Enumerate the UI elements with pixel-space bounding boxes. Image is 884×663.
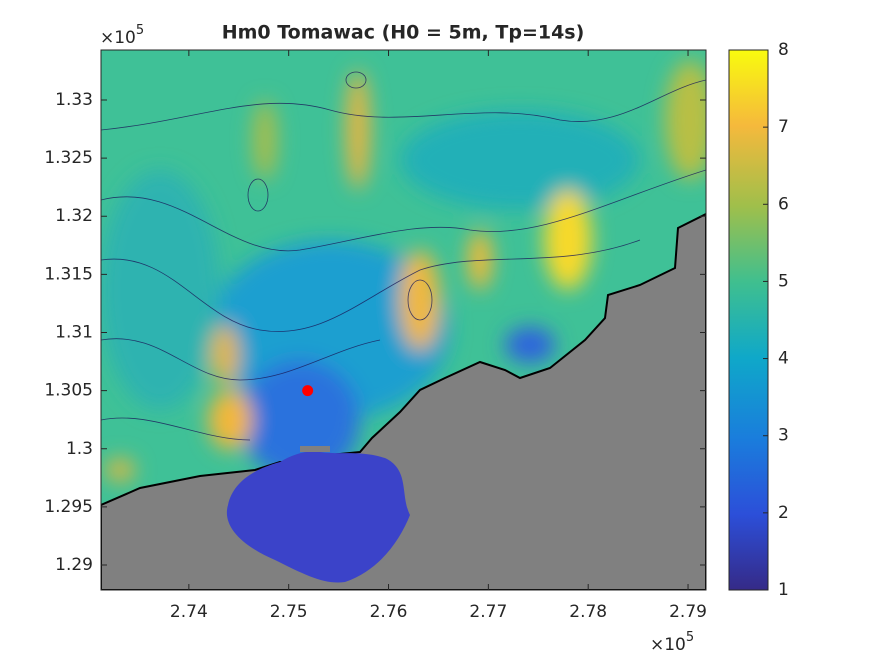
colorbar-tick-label: 6: [778, 194, 789, 214]
y-multiplier-base: ×10: [100, 28, 136, 48]
y-multiplier-exponent: 5: [136, 23, 144, 38]
x-multiplier-base: ×10: [650, 635, 686, 655]
x-multiplier: ×105: [650, 630, 694, 656]
colorbar-tick-label: 8: [778, 40, 789, 60]
field: [101, 50, 706, 590]
y-tick-label: 1.325: [44, 148, 93, 168]
y-tick-label: 1.295: [44, 497, 93, 517]
colorbar-tick-label: 1: [778, 580, 789, 600]
y-tick-label: 1.305: [44, 381, 93, 401]
x-tick-label: 2.77: [469, 602, 507, 622]
colorbar-tick-label: 3: [778, 426, 789, 446]
x-tick-label: 2.76: [370, 602, 408, 622]
colorbar: [728, 49, 769, 591]
x-tick-label: 2.75: [270, 602, 308, 622]
y-tick-label: 1.33: [55, 90, 93, 110]
y-tick-label: 1.315: [44, 264, 93, 284]
x-multiplier-exponent: 5: [686, 630, 694, 645]
y-tick-label: 1.31: [55, 322, 93, 342]
x-tick-label: 2.74: [170, 602, 208, 622]
point: [302, 385, 314, 397]
colorbar-tick-label: 2: [778, 503, 789, 523]
y-tick-label: 1.29: [55, 555, 93, 575]
y-tick-label: 1.3: [66, 439, 93, 459]
chart-title: Hm0 Tomawac (H0 = 5m, Tp=14s): [222, 22, 585, 44]
colorbar-tick-label: 4: [778, 349, 789, 369]
x-tick-label: 2.79: [669, 602, 707, 622]
colorbar-tick-label: 7: [778, 117, 789, 137]
x-tick-label: 2.78: [569, 602, 607, 622]
y-tick-label: 1.32: [55, 206, 93, 226]
axes-box: [100, 49, 707, 591]
colorbar-tick-label: 5: [778, 271, 789, 291]
y-multiplier: ×105: [100, 23, 144, 49]
